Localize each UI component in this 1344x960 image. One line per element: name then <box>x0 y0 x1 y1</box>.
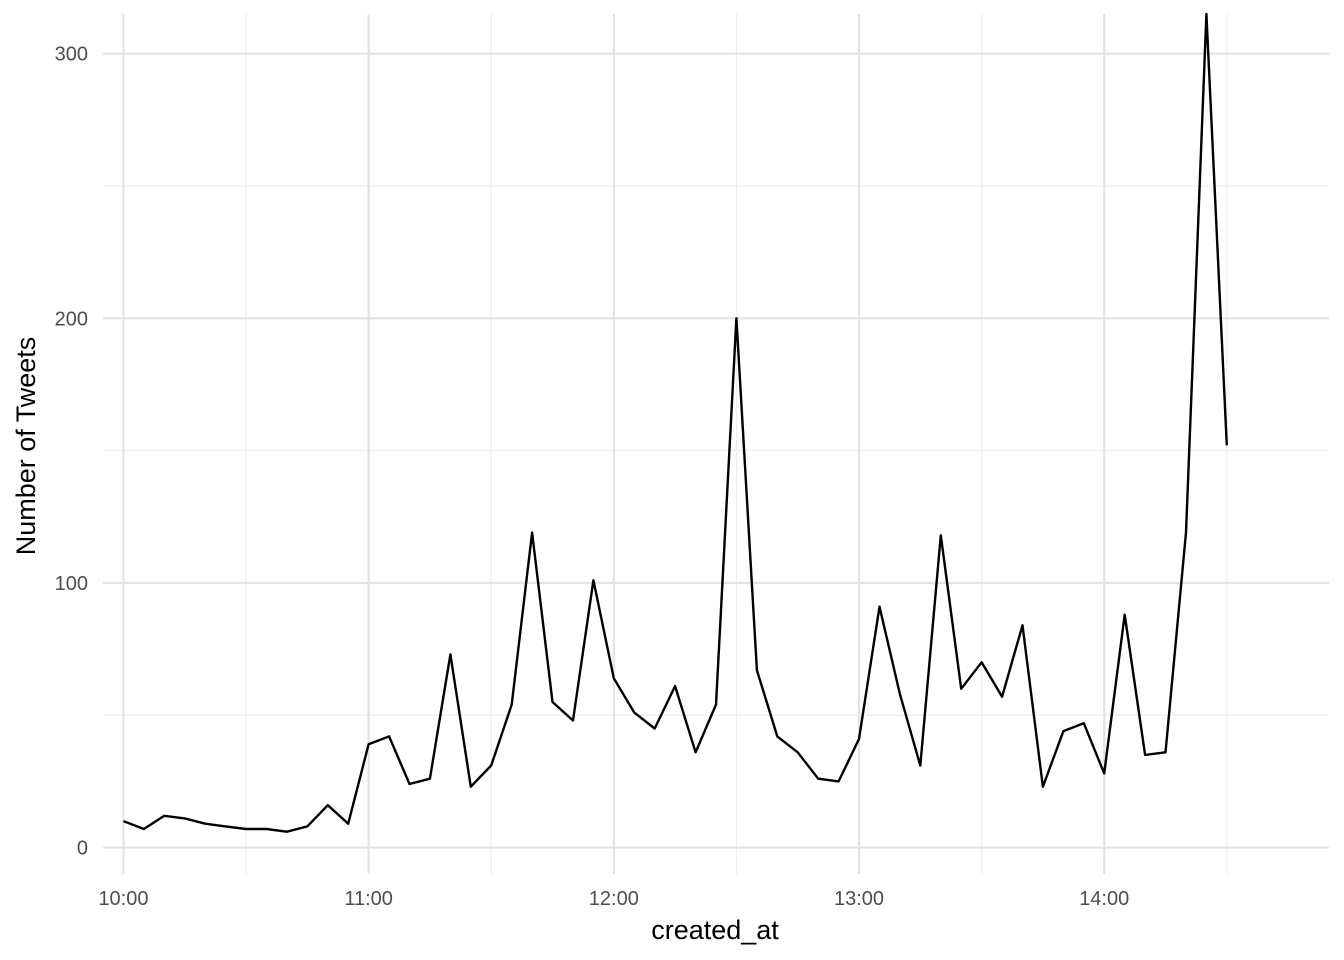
x-tick-label: 11:00 <box>344 888 393 910</box>
x-axis-tick-labels: 10:00 11:00 12:00 13:00 14:00 <box>98 888 1129 910</box>
y-tick-label: 200 <box>55 308 88 330</box>
x-tick-label: 13:00 <box>834 888 884 910</box>
y-axis-tick-labels: 0 100 200 300 <box>55 44 88 860</box>
y-tick-label: 300 <box>55 44 88 66</box>
x-axis-title: created_at <box>651 915 779 945</box>
y-axis-title: Number of Tweets <box>11 337 41 556</box>
series-group <box>122 12 1228 833</box>
series-line <box>122 12 1228 833</box>
x-tick-label: 10:00 <box>98 888 148 910</box>
y-tick-label: 100 <box>55 573 88 595</box>
major-gridlines <box>103 14 1329 874</box>
x-tick-label: 14:00 <box>1079 888 1129 910</box>
x-tick-label: 12:00 <box>589 888 639 910</box>
minor-gridlines <box>103 14 1329 874</box>
y-tick-label: 0 <box>77 838 88 860</box>
